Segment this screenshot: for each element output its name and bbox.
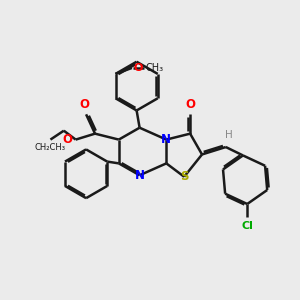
- Text: N: N: [135, 169, 145, 182]
- Text: Cl: Cl: [241, 221, 253, 231]
- Text: O: O: [134, 63, 143, 73]
- Text: CH₃: CH₃: [145, 63, 164, 73]
- Text: CH₂CH₃: CH₂CH₃: [35, 143, 66, 152]
- Text: O: O: [63, 133, 73, 146]
- Text: N: N: [161, 133, 171, 146]
- Text: H: H: [226, 130, 233, 140]
- Text: O: O: [80, 98, 90, 111]
- Text: S: S: [180, 170, 188, 183]
- Text: O: O: [185, 98, 195, 111]
